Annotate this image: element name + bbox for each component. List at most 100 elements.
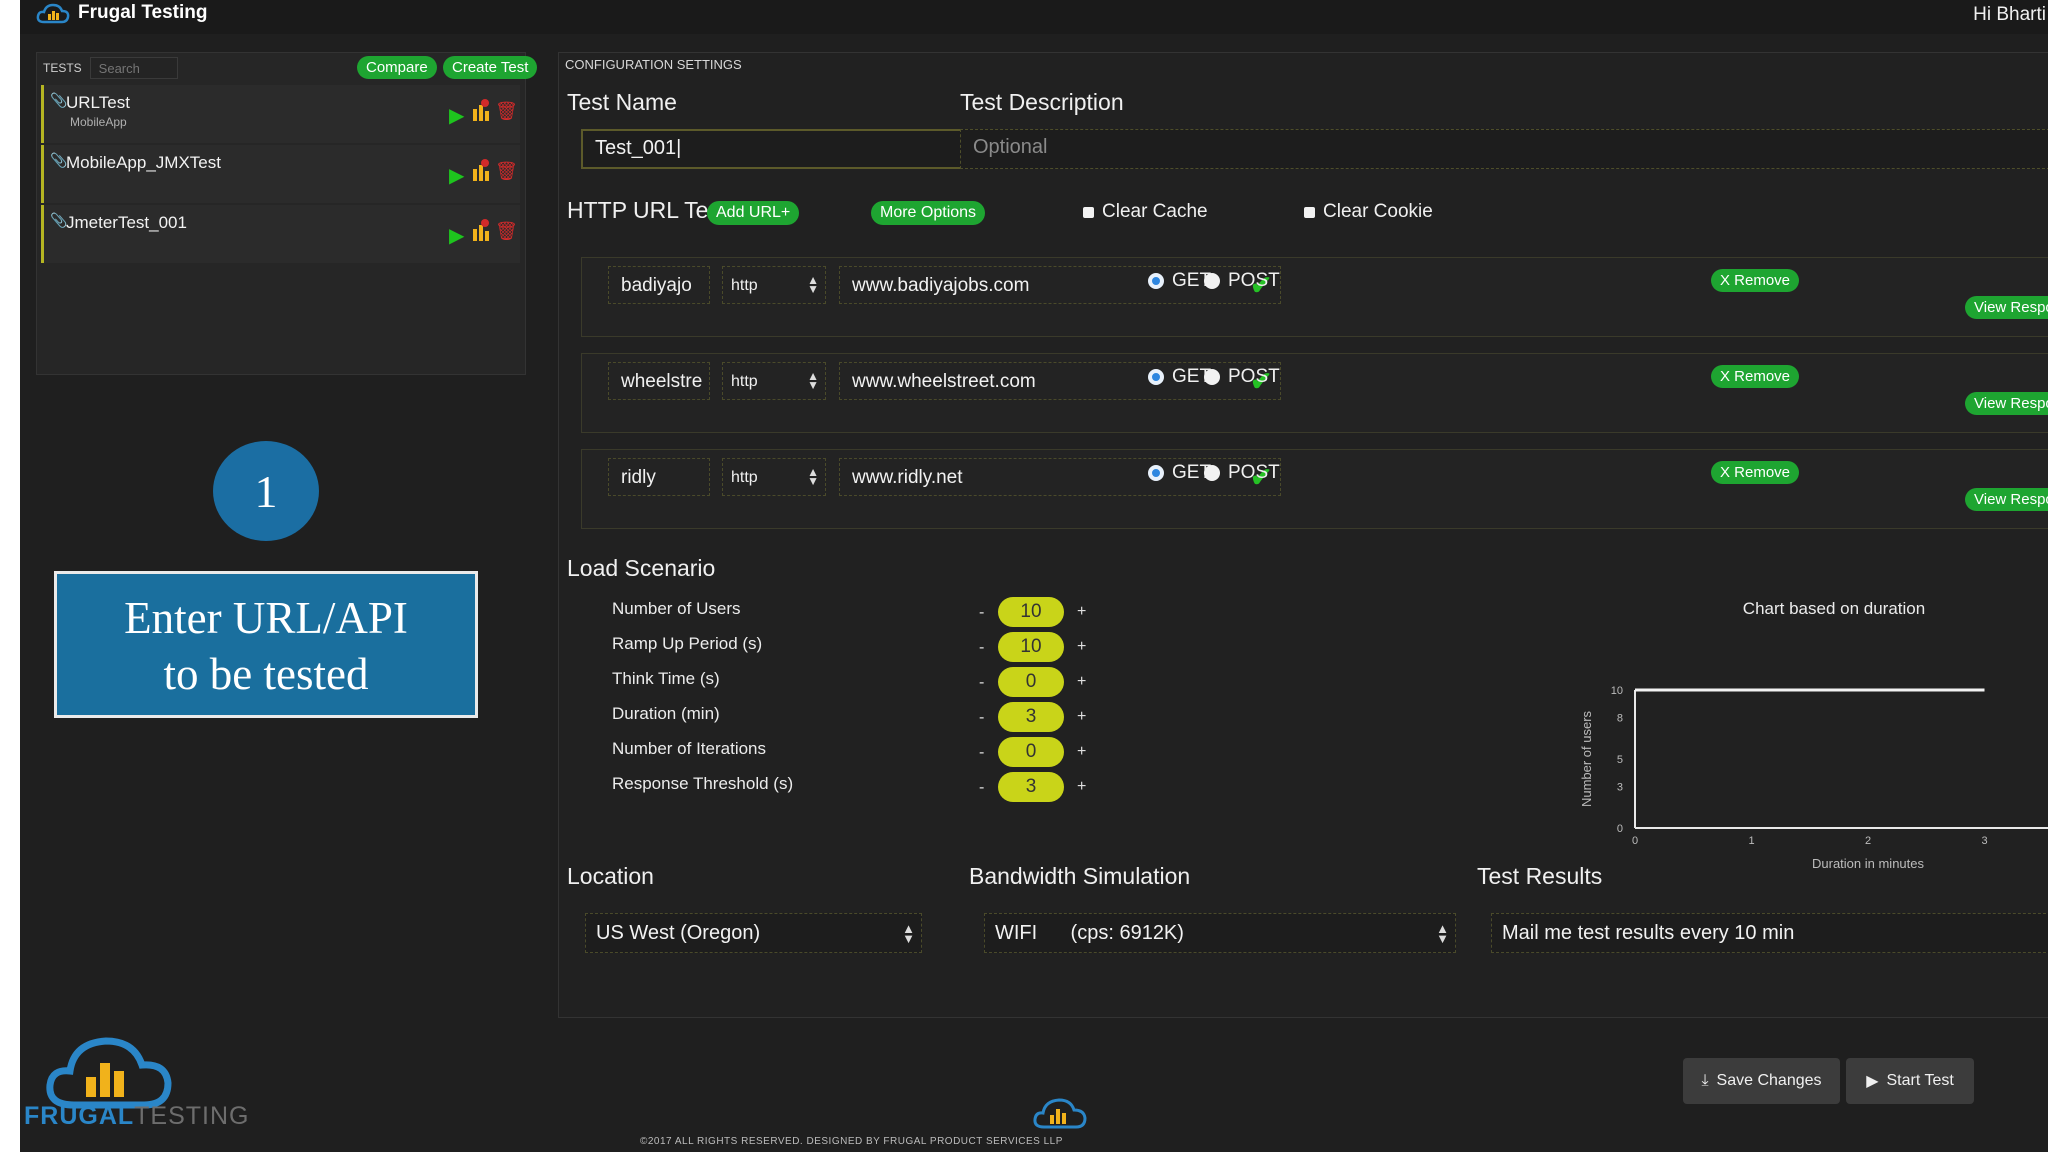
increment-button[interactable]: + bbox=[1077, 673, 1087, 690]
more-options-button[interactable]: More Options bbox=[871, 201, 986, 225]
load-row-label: Think Time (s) bbox=[612, 669, 720, 688]
create-test-button[interactable]: Create Test bbox=[443, 56, 538, 79]
compare-button[interactable]: Compare bbox=[357, 56, 437, 79]
load-scenario-label: Load Scenario bbox=[567, 555, 716, 581]
radio-dot[interactable] bbox=[1204, 273, 1220, 289]
save-changes-button[interactable]: ⤓ Save Changes bbox=[1683, 1058, 1840, 1104]
play-icon[interactable]: ▶ bbox=[449, 165, 465, 187]
bandwidth-select[interactable]: WIFI (cps: 6912K) ▲ ▼ bbox=[984, 913, 1456, 953]
alias-input[interactable]: ridly bbox=[608, 458, 710, 496]
decrement-button[interactable]: - bbox=[979, 779, 985, 796]
y-tick-label: 0 bbox=[1617, 823, 1623, 835]
x-tick-label: 0 bbox=[1632, 835, 1638, 847]
get-radio[interactable]: GET bbox=[1148, 462, 1211, 484]
load-row-value[interactable]: 0 bbox=[998, 667, 1064, 697]
test-description-input[interactable]: Optional bbox=[960, 129, 2048, 169]
start-test-button[interactable]: ▶ Start Test bbox=[1846, 1058, 1974, 1104]
results-chart-icon[interactable] bbox=[472, 99, 490, 121]
load-row-value[interactable]: 0 bbox=[998, 737, 1064, 767]
url-input[interactable]: www.wheelstreet.com ✔ bbox=[839, 362, 1281, 400]
alias-input[interactable]: wheelstre bbox=[608, 362, 710, 400]
trash-icon[interactable]: 🗑 bbox=[495, 101, 518, 121]
clear-cache-checkbox[interactable]: Clear Cache bbox=[1083, 201, 1208, 223]
checkmark-icon: ✔ bbox=[1250, 366, 1272, 396]
test-results-value: Mail me test results every 10 min bbox=[1502, 922, 1795, 944]
remove-url-button[interactable]: X Remove bbox=[1711, 269, 1800, 292]
checkbox-box[interactable] bbox=[1304, 206, 1315, 218]
post-radio[interactable]: POST bbox=[1204, 366, 1280, 388]
increment-button[interactable]: + bbox=[1077, 603, 1087, 620]
alias-input[interactable]: badiyajo bbox=[608, 266, 710, 304]
step-text-line1: Enter URL/API bbox=[124, 593, 408, 643]
url-input[interactable]: www.ridly.net ✔ bbox=[839, 458, 1281, 496]
x-axis-label: Duration in minutes bbox=[1812, 856, 1924, 871]
select-arrows-icon: ▲ ▼ bbox=[807, 465, 819, 488]
results-chart-icon[interactable] bbox=[472, 159, 490, 181]
increment-button[interactable]: + bbox=[1077, 638, 1087, 655]
radio-dot[interactable] bbox=[1148, 369, 1164, 385]
select-arrows-icon: ▲ ▼ bbox=[902, 921, 915, 946]
load-row-value[interactable]: 10 bbox=[998, 632, 1064, 662]
protocol-select[interactable]: http ▲ ▼ bbox=[722, 458, 826, 496]
save-changes-label: Save Changes bbox=[1716, 1072, 1822, 1089]
url-input[interactable]: www.badiyajobs.com ✔ bbox=[839, 266, 1281, 304]
post-radio[interactable]: POST bbox=[1204, 270, 1280, 292]
load-row-value[interactable]: 3 bbox=[998, 772, 1064, 802]
remove-url-button[interactable]: X Remove bbox=[1711, 365, 1800, 388]
play-icon[interactable]: ▶ bbox=[449, 225, 465, 247]
view-response-button[interactable]: View Response bbox=[1965, 392, 2048, 415]
radio-dot[interactable] bbox=[1148, 273, 1164, 289]
decrement-button[interactable]: - bbox=[979, 709, 985, 726]
search-input[interactable] bbox=[89, 57, 178, 79]
trash-icon[interactable]: 🗑 bbox=[495, 161, 518, 181]
frugal-logo bbox=[24, 1025, 224, 1125]
decrement-button[interactable]: - bbox=[979, 674, 985, 691]
tests-header: TESTS Compare Create Test bbox=[37, 53, 538, 83]
decrement-button[interactable]: - bbox=[979, 639, 985, 656]
trash-icon[interactable]: 🗑 bbox=[495, 221, 518, 241]
results-chart-icon[interactable] bbox=[472, 219, 490, 241]
play-icon: ▶ bbox=[1866, 1073, 1879, 1090]
test-results-select[interactable]: Mail me test results every 10 min bbox=[1491, 913, 2048, 953]
view-response-button[interactable]: View Response bbox=[1965, 296, 2048, 319]
protocol-select[interactable]: http ▲ ▼ bbox=[722, 266, 826, 304]
config-title: CONFIGURATION SETTINGS bbox=[565, 57, 742, 72]
view-response-button[interactable]: View Response bbox=[1965, 488, 2048, 511]
checkbox-box[interactable] bbox=[1083, 206, 1094, 218]
radio-dot[interactable] bbox=[1204, 465, 1220, 481]
test-name-label: Test Name bbox=[567, 89, 677, 115]
protocol-value: http bbox=[731, 373, 758, 390]
tests-tab[interactable]: TESTS bbox=[43, 61, 82, 75]
y-tick-label: 10 bbox=[1611, 685, 1623, 697]
test-item-jmetertest-001[interactable]: 📎 JmeterTest_001 ▶ 🗑 bbox=[41, 205, 520, 263]
protocol-select[interactable]: http ▲ ▼ bbox=[722, 362, 826, 400]
get-radio[interactable]: GET bbox=[1148, 270, 1211, 292]
url-row: badiyajo http ▲ ▼ www.badiyajobs.com ✔ GET … bbox=[581, 257, 2048, 337]
increment-button[interactable]: + bbox=[1077, 743, 1087, 760]
user-greeting[interactable]: Hi Bharti bbox=[1973, 4, 2046, 25]
attachment-icon: 📎 bbox=[50, 152, 68, 168]
clear-cache-label: Clear Cache bbox=[1102, 201, 1208, 222]
location-select[interactable]: US West (Oregon) ▲ ▼ bbox=[585, 913, 922, 953]
chart-title: Chart based on duration bbox=[1742, 599, 1926, 618]
load-row-label: Ramp Up Period (s) bbox=[612, 634, 763, 653]
increment-button[interactable]: + bbox=[1077, 778, 1087, 795]
clear-cookie-checkbox[interactable]: Clear Cookie bbox=[1304, 201, 1433, 223]
y-tick-label: 8 bbox=[1617, 713, 1623, 725]
add-url-button[interactable]: Add URL+ bbox=[707, 201, 800, 225]
test-item-urltest[interactable]: 📎 URLTest MobileApp ▶ 🗑 bbox=[41, 85, 520, 143]
increment-button[interactable]: + bbox=[1077, 708, 1087, 725]
play-icon[interactable]: ▶ bbox=[449, 105, 465, 127]
brand[interactable]: Frugal Testing bbox=[36, 0, 207, 26]
load-row-value[interactable]: 10 bbox=[998, 597, 1064, 627]
decrement-button[interactable]: - bbox=[979, 604, 985, 621]
radio-dot[interactable] bbox=[1204, 369, 1220, 385]
load-row-value[interactable]: 3 bbox=[998, 702, 1064, 732]
radio-dot[interactable] bbox=[1148, 465, 1164, 481]
post-radio[interactable]: POST bbox=[1204, 462, 1280, 484]
decrement-button[interactable]: - bbox=[979, 744, 985, 761]
remove-url-button[interactable]: X Remove bbox=[1711, 461, 1800, 484]
get-radio[interactable]: GET bbox=[1148, 366, 1211, 388]
test-item-mobileapp-jmxtest[interactable]: 📎 MobileApp_JMXTest ▶ 🗑 bbox=[41, 145, 520, 203]
